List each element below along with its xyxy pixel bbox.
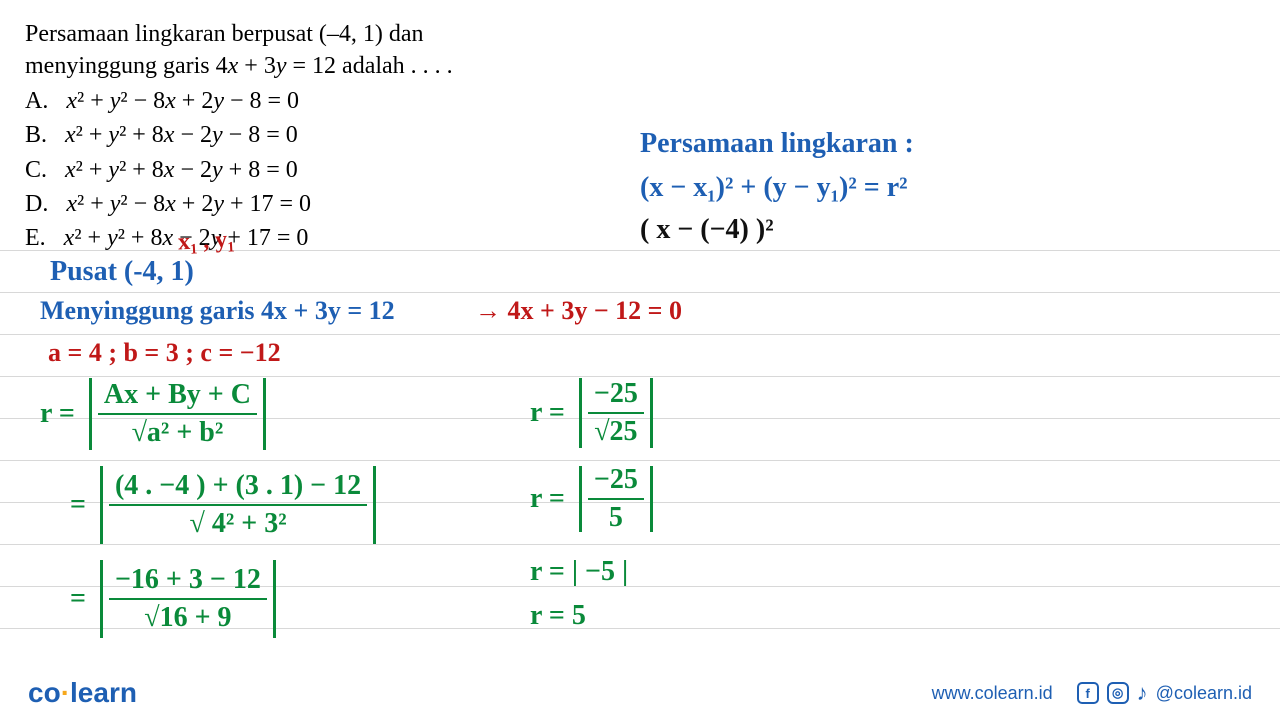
abc-values: a = 4 ; b = 3 ; c = −12	[48, 338, 281, 368]
footer: co·learn www.colearn.id f ◎ ♪ @colearn.i…	[0, 666, 1280, 720]
tiktok-icon: ♪	[1137, 680, 1148, 706]
option-D: D. x² + y² − 8x + 2y + 17 = 0	[25, 188, 453, 220]
problem-text: Persamaan lingkaran berpusat (–4, 1) dan…	[25, 18, 453, 255]
circle-eq-sub: ( x − (−4) )²	[640, 214, 774, 246]
r-step2: = (4 . −4 ) + (3 . 1) − 12 √ 4² + 3²	[70, 466, 382, 544]
option-E: E. x² + y² + 8x − 2y + 17 = 0	[25, 222, 453, 254]
r-step4: r = −25 √25	[530, 378, 659, 448]
pusat-label: Pusat (-4, 1)	[50, 256, 194, 288]
option-B: B. x² + y² + 8x − 2y − 8 = 0	[25, 119, 453, 151]
social-handle: @colearn.id	[1156, 683, 1252, 704]
r-step1: r = Ax + By + C √a² + b²	[40, 378, 272, 450]
logo: co·learn	[28, 677, 137, 709]
circle-eq-general: (x − x₁)² + (y − y₁)² = r²	[640, 172, 908, 204]
instagram-icon: ◎	[1107, 682, 1129, 704]
footer-url: www.colearn.id	[932, 683, 1053, 704]
r-step5: r = −25 5	[530, 466, 659, 532]
problem-line2: menyinggung garis 4x + 3y = 12 adalah . …	[25, 50, 453, 82]
r-step3: = −16 + 3 − 12 √16 + 9	[70, 560, 282, 638]
menyinggung-label: Menyinggung garis 4x + 3y = 12	[40, 296, 395, 326]
r-step6: r = | −5 |	[530, 556, 628, 588]
facebook-icon: f	[1077, 682, 1099, 704]
problem-line1: Persamaan lingkaran berpusat (–4, 1) dan	[25, 18, 453, 50]
xy-annotation: x₁ , y₁	[177, 227, 235, 257]
option-A: A. x² + y² − 8x + 2y − 8 = 0	[25, 85, 453, 117]
social-icons: f ◎ ♪ @colearn.id	[1077, 680, 1252, 706]
r-step7: r = 5	[530, 600, 586, 632]
circle-eq-title: Persamaan lingkaran :	[640, 128, 914, 160]
arrow-eq: → 4x + 3y − 12 = 0	[475, 296, 682, 326]
option-C: C. x² + y² + 8x − 2y + 8 = 0	[25, 154, 453, 186]
